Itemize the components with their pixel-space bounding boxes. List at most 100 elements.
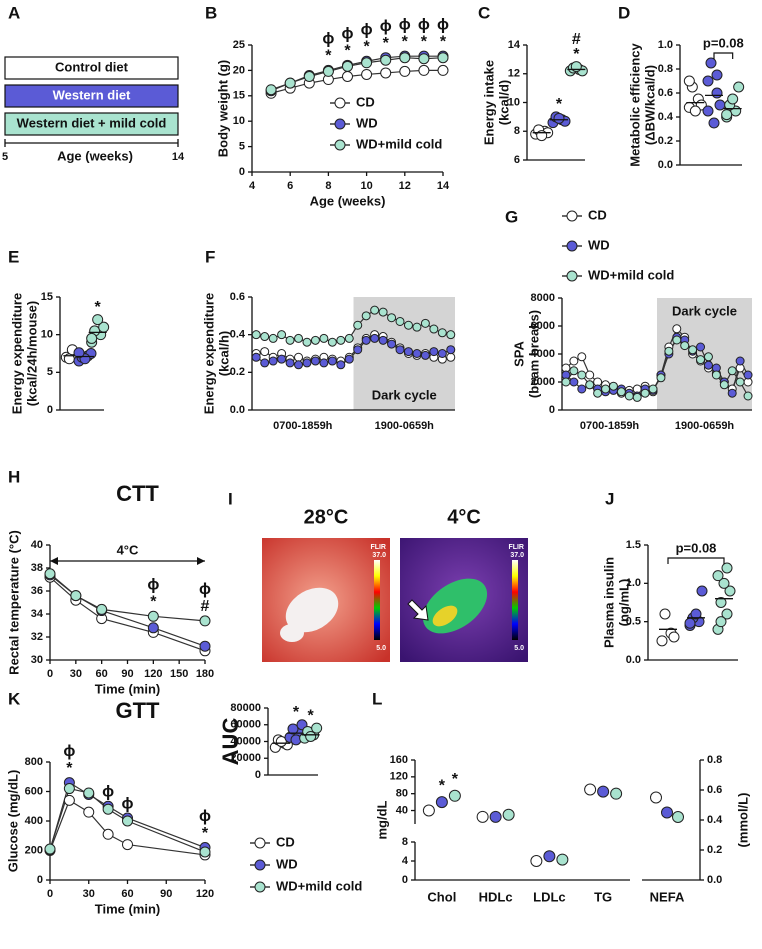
y-axis-label: mg/dL	[374, 800, 389, 839]
data-point	[624, 391, 634, 401]
x-tick-label: Chol	[427, 889, 456, 904]
data-point	[429, 347, 439, 357]
series-line	[49, 799, 206, 856]
significance-mark: ϕ	[199, 581, 211, 598]
legend-label: WD	[356, 115, 378, 130]
panel-letter: A	[8, 3, 20, 22]
y-tick-label: 34	[31, 608, 44, 620]
data-point	[73, 347, 85, 359]
significance-mark: *	[202, 825, 209, 842]
significance-mark: ϕ	[437, 16, 449, 33]
data-point	[569, 377, 579, 387]
data-point	[702, 75, 714, 87]
data-point	[553, 112, 565, 124]
y-tick-label: 0	[402, 874, 408, 886]
y-tick-label: 30	[31, 654, 43, 666]
significance-mark: ϕ	[322, 31, 334, 48]
significance-mark: *	[325, 48, 332, 65]
image-label: 4°C	[447, 506, 481, 528]
data-point	[147, 622, 159, 634]
y-tick-label: 8000	[531, 292, 555, 304]
data-point	[688, 345, 698, 355]
data-point	[344, 354, 354, 364]
data-point	[543, 850, 556, 863]
data-point	[268, 333, 278, 343]
data-point	[703, 360, 713, 370]
legend-marker	[334, 139, 346, 151]
data-point	[711, 69, 723, 81]
scale-min: 5.0	[376, 645, 386, 652]
data-point	[584, 783, 597, 796]
significance-mark: ϕ	[199, 808, 211, 825]
data-point	[420, 318, 430, 328]
x-tick-label: 180	[196, 668, 214, 680]
data-point	[735, 377, 745, 387]
data-point	[672, 811, 684, 823]
x-tick-label: 150	[170, 668, 188, 680]
data-point	[489, 810, 502, 823]
y-tick-label: 15	[41, 291, 53, 303]
x-tick-label: 5	[2, 151, 8, 163]
legend-label: WD+mild cold	[588, 267, 674, 282]
legend-marker	[254, 837, 266, 849]
shade-label: Dark cycle	[372, 387, 437, 402]
y-tick-label: 0.4	[707, 814, 723, 826]
data-point	[556, 853, 569, 866]
y-tick-label: 0	[37, 874, 43, 886]
chart-title: CTT	[116, 481, 159, 506]
y-axis-label: AUC	[218, 718, 243, 766]
data-point	[380, 67, 392, 79]
legend-label: CD	[276, 834, 295, 849]
data-point	[102, 828, 114, 840]
data-point	[727, 388, 737, 398]
data-point	[63, 783, 75, 795]
data-point	[714, 99, 726, 111]
data-point	[712, 570, 724, 582]
shade-label: Dark cycle	[672, 303, 737, 318]
y-tick-label: 80	[396, 788, 408, 800]
data-point	[719, 380, 729, 390]
data-point	[569, 356, 579, 366]
series-line	[49, 574, 206, 647]
data-point	[727, 366, 737, 376]
significance-mark: ϕ	[147, 577, 159, 594]
significance-mark: *	[383, 35, 390, 52]
data-point	[718, 577, 730, 589]
significance-mark: *	[293, 704, 300, 721]
mouse	[285, 587, 339, 633]
significance-mark: *	[573, 46, 580, 63]
data-point	[265, 84, 277, 96]
x-tick-label: 120	[144, 668, 162, 680]
x-tick-label: HDLc	[479, 889, 513, 904]
y-axis-label: Metabolic efficiency	[627, 42, 642, 166]
data-point	[437, 328, 447, 338]
data-point	[395, 345, 405, 355]
data-point	[702, 105, 714, 117]
y-tick-label: 40	[396, 804, 408, 816]
significance-mark: #	[201, 598, 210, 615]
y-tick-label: 6	[514, 154, 520, 166]
data-point	[446, 345, 456, 355]
y-tick-label: 12	[508, 68, 520, 80]
diet-bar	[4, 112, 179, 136]
y-tick-label: 0.2	[230, 366, 245, 378]
x-axis-label: Age (weeks)	[310, 193, 386, 208]
data-point	[302, 337, 312, 347]
y-tick-label: 0.2	[658, 135, 673, 147]
data-point	[661, 806, 673, 819]
data-point	[610, 787, 623, 800]
data-point	[268, 356, 278, 366]
data-point	[361, 57, 373, 69]
legend-label: WD+mild cold	[356, 136, 442, 151]
y-tick-label: 40	[31, 539, 43, 551]
data-point	[285, 358, 295, 368]
legend-marker	[566, 210, 578, 222]
data-point	[319, 358, 329, 368]
data-point	[690, 608, 702, 620]
y-tick-label: 0.4	[230, 329, 246, 341]
legend-label: CD	[588, 207, 607, 222]
data-point	[683, 75, 695, 87]
data-point	[260, 347, 270, 357]
data-point	[650, 791, 662, 804]
data-point	[275, 736, 287, 747]
